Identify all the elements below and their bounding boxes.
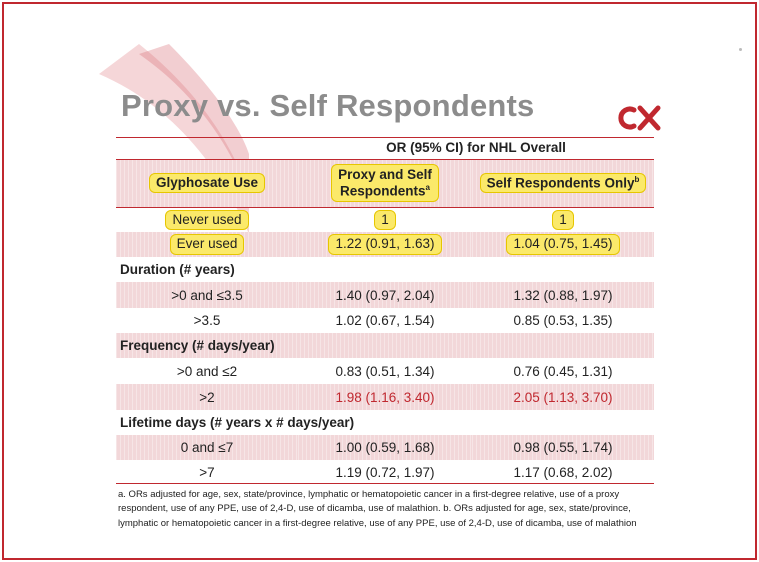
cell-label-text: >0 and ≤3.5 (171, 287, 243, 303)
cell-self: 2.05 (1.13, 3.70) (472, 384, 655, 410)
footnote-rule (116, 483, 654, 484)
cell-self-text: 0.76 (0.45, 1.31) (513, 363, 613, 379)
cell-label: Ever used (116, 232, 298, 257)
footnote: a. ORs adjusted for age, sex, state/prov… (118, 489, 637, 529)
results-table: OR (95% CI) for NHL Overall Glyphosate U… (116, 137, 655, 485)
cell-self-text: 2.05 (1.13, 3.70) (513, 389, 613, 405)
section-label: Duration (# years) (120, 262, 235, 277)
oxford-logo-icon (618, 105, 661, 131)
section-row: Frequency (# days/year) (116, 333, 655, 358)
cell-label-text: Ever used (169, 234, 245, 255)
table-row: Ever used 1.22 (0.91, 1.63) 1.04 (0.75, 1.… (116, 232, 655, 257)
section-row: Lifetime days (# years x # days/year) (116, 410, 654, 435)
cell-self-text: 1 (552, 209, 574, 230)
title-rule (116, 137, 654, 138)
cell-self-text: 1.17 (0.68, 2.02) (513, 465, 613, 480)
cell-self: 0.76 (0.45, 1.31) (472, 358, 654, 384)
cell-proxy: 0.83 (0.51, 1.34) (298, 358, 472, 384)
table-row: >7 1.19 (0.72, 1.97) 1.17 (0.68, 2.02) (116, 460, 654, 485)
table-row: >0 and ≤3.5 1.40 (0.97, 2.04) 1.32 (0.88, … (116, 282, 655, 308)
cell-proxy: 1.22 (0.91, 1.63) (298, 232, 472, 257)
cell-proxy-text: 1 (374, 209, 396, 230)
table-row: >2 1.98 (1.16, 3.40) 2.05 (1.13, 3.70) (116, 384, 655, 410)
cell-proxy-text: 0.83 (0.51, 1.34) (335, 363, 435, 379)
cell-self-text: 1.04 (0.75, 1.45) (506, 234, 620, 255)
cell-proxy-text: 1.00 (0.59, 1.68) (335, 440, 435, 455)
table-row: >0 and ≤2 0.83 (0.51, 1.34) 0.76 (0.45, 1.… (116, 358, 654, 384)
cell-self-text: 1.32 (0.88, 1.97) (513, 287, 613, 303)
exposure-header-label: Glyphosate Use (148, 172, 266, 194)
cell-proxy: 1.40 (0.97, 2.04) (298, 282, 472, 308)
cell-self: 1.32 (0.88, 1.97) (472, 282, 655, 308)
cell-proxy: 1.00 (0.59, 1.68) (298, 435, 472, 460)
cell-proxy-text: 1.02 (0.67, 1.54) (335, 313, 435, 328)
table-row: 0 and ≤7 1.00 (0.59, 1.68) 0.98 (0.55, 1.7… (116, 435, 655, 460)
cell-label-text: Never used (165, 209, 249, 230)
self-header-label: Self Respondents Onlyb (479, 172, 647, 194)
cell-self-text: 0.98 (0.55, 1.74) (513, 440, 613, 455)
col-header-exposure: Glyphosate Use (116, 158, 298, 208)
cell-proxy-text: 1.40 (0.97, 2.04) (335, 287, 435, 303)
section-label: Lifetime days (# years x # days/year) (120, 415, 355, 430)
cell-proxy: 1.02 (0.67, 1.54) (298, 308, 472, 333)
cell-proxy: 1 (298, 207, 472, 232)
cell-label: 0 and ≤7 (116, 435, 298, 460)
column-header-row: Glyphosate Use Proxy and Self Respondent… (116, 158, 655, 208)
cell-label: >0 and ≤3.5 (116, 282, 298, 308)
slide-title: Proxy vs. Self Respondents (121, 88, 535, 123)
section-row: Duration (# years) (116, 257, 654, 282)
cell-proxy-text: 1.22 (0.91, 1.63) (328, 234, 442, 255)
or-header: OR (95% CI) for NHL Overall (386, 140, 566, 156)
cell-proxy-text: 1.19 (0.72, 1.97) (335, 465, 435, 480)
cell-label-text: >7 (199, 465, 215, 480)
table-row: Never used 1 1 (116, 207, 654, 232)
cell-self: 1 (472, 207, 654, 232)
cell-self: 1.04 (0.75, 1.45) (472, 232, 655, 257)
cell-self: 0.85 (0.53, 1.35) (472, 308, 654, 333)
cell-proxy: 1.98 (1.16, 3.40) (298, 384, 472, 410)
cell-self: 0.98 (0.55, 1.74) (472, 435, 655, 460)
cell-self-text: 0.85 (0.53, 1.35) (513, 313, 613, 328)
cell-label-text: 0 and ≤7 (180, 440, 234, 455)
scan-dot (739, 48, 742, 51)
cell-label: >3.5 (116, 308, 298, 333)
section-label: Frequency (# days/year) (116, 333, 655, 358)
cell-label: Never used (116, 207, 298, 232)
cell-proxy-text: 1.98 (1.16, 3.40) (335, 389, 435, 405)
or-header-row: OR (95% CI) for NHL Overall (116, 137, 654, 159)
table-row: >3.5 1.02 (0.67, 1.54) 0.85 (0.53, 1.35) (116, 308, 654, 333)
col-header-self: Self Respondents Onlyb (472, 158, 655, 208)
cell-self: 1.17 (0.68, 2.02) (472, 460, 654, 485)
cell-label-text: >0 and ≤2 (176, 363, 238, 379)
cell-label: >2 (116, 384, 298, 410)
cell-proxy: 1.19 (0.72, 1.97) (298, 460, 472, 485)
proxy-header-label: Proxy and Self Respondentsa (331, 164, 439, 202)
cell-label: >7 (116, 460, 298, 485)
cell-label-text: >2 (199, 389, 215, 405)
col-header-proxy: Proxy and Self Respondentsa (298, 158, 472, 208)
cell-label-text: >3.5 (193, 313, 221, 328)
cell-label: >0 and ≤2 (116, 358, 298, 384)
